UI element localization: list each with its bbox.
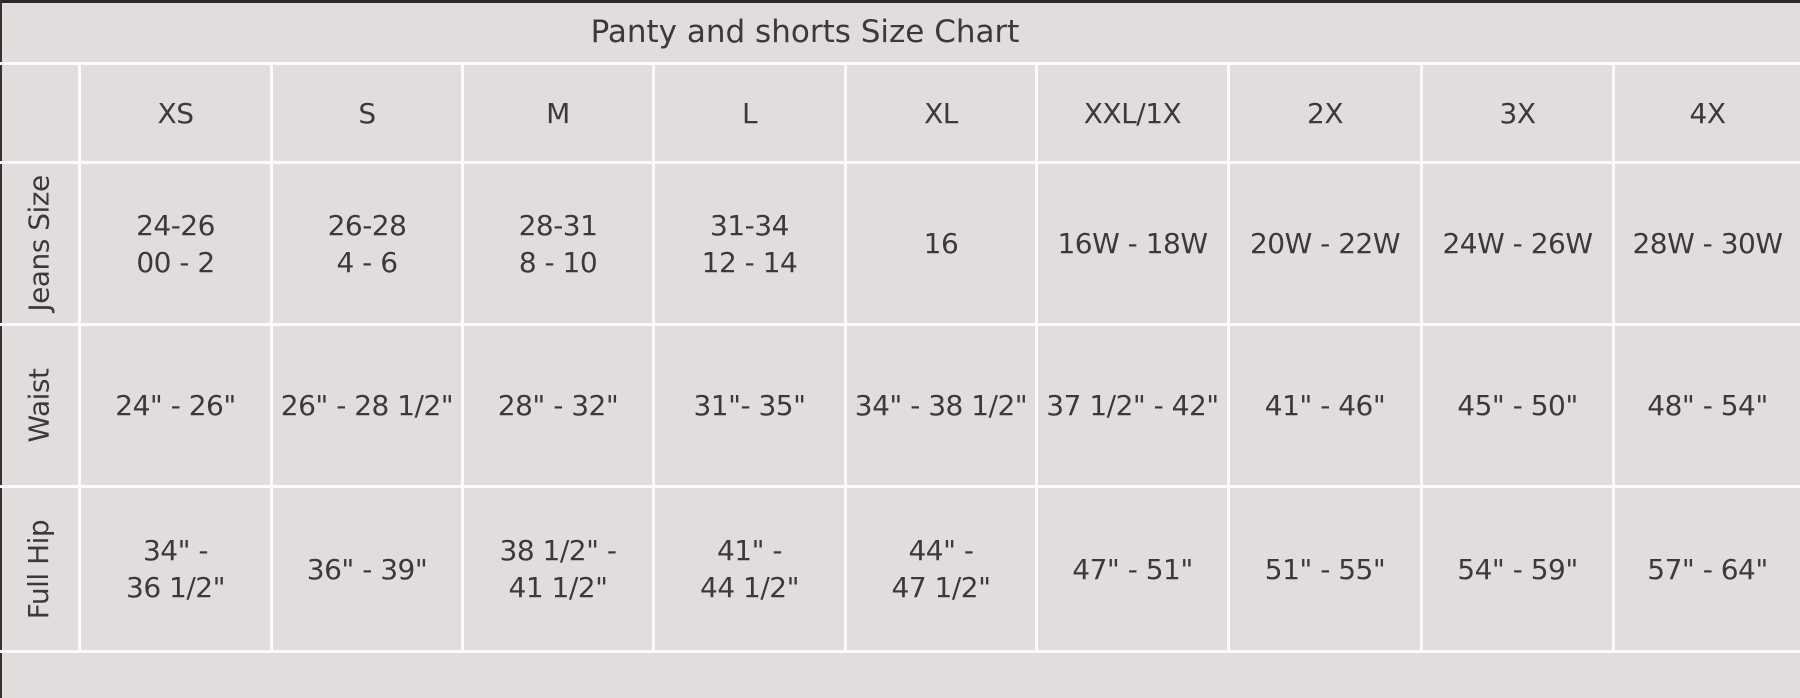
grid-line-horizontal xyxy=(0,485,1800,488)
grid-line-horizontal xyxy=(0,650,1800,653)
table-cell: 28" - 32" xyxy=(497,389,619,422)
table-cell: 34" - 38 1/2" xyxy=(854,389,1028,422)
column-header-l: L xyxy=(741,96,758,130)
grid-line-horizontal xyxy=(0,323,1800,326)
grid-line-vertical xyxy=(1227,62,1230,653)
table-cell: 41" - 44 1/2" xyxy=(700,534,799,604)
column-header-2x: 2X xyxy=(1307,96,1344,130)
grid-line-vertical xyxy=(1035,62,1038,653)
column-header-xxl-1x: XXL/1X xyxy=(1083,96,1182,130)
table-cell: 31"- 35" xyxy=(693,389,806,422)
table-cell: 51" - 55" xyxy=(1264,552,1386,586)
table-cell: 28-31 8 - 10 xyxy=(518,208,598,279)
row-label-text: Jeans Size xyxy=(22,175,56,312)
grid-line-vertical xyxy=(652,62,655,653)
column-header-s: S xyxy=(358,96,376,130)
column-header-3x: 3X xyxy=(1499,96,1537,130)
table-cell: 24" - 26" xyxy=(115,389,236,422)
table-cell: 38 1/2" - 41 1/2" xyxy=(499,534,617,604)
row-label-text: Full Hip xyxy=(22,519,56,619)
table-cell: 48" - 54" xyxy=(1647,389,1768,422)
grid-line-vertical xyxy=(1612,62,1615,653)
row-label-jeans-size: Jeans Size xyxy=(0,164,78,323)
row-label-waist: Waist xyxy=(0,326,78,485)
table-cell: 37 1/2" - 42" xyxy=(1046,389,1219,422)
table-cell: 16W - 18W xyxy=(1057,227,1208,260)
column-header-m: M xyxy=(546,96,570,130)
table-cell: 54" - 59" xyxy=(1457,552,1578,586)
grid-line-vertical xyxy=(270,62,273,653)
column-header-4x: 4X xyxy=(1689,96,1727,130)
column-header-xl: XL xyxy=(924,96,958,130)
table-cell: 31-34 12 - 14 xyxy=(701,208,798,279)
table-cell: 24-26 00 - 2 xyxy=(136,208,215,279)
top-edge-bar xyxy=(0,0,1800,3)
table-cell: 57" - 64" xyxy=(1647,552,1768,586)
table-cell: 20W - 22W xyxy=(1249,227,1401,260)
left-edge-bar xyxy=(0,0,2,698)
row-label-text: Waist xyxy=(22,368,56,443)
table-cell: 44" - 47 1/2" xyxy=(891,534,991,604)
grid-line-horizontal xyxy=(0,62,1800,65)
table-cell: 34" - 36 1/2" xyxy=(126,534,225,604)
table-cell: 41" - 46" xyxy=(1264,389,1386,422)
table-cell: 47" - 51" xyxy=(1072,552,1193,586)
grid-line-horizontal xyxy=(0,161,1800,164)
grid-line-vertical xyxy=(78,62,81,653)
table-cell: 36" - 39" xyxy=(306,552,428,586)
grid-line-vertical xyxy=(844,62,847,653)
table-cell: 26-28 4 - 6 xyxy=(327,208,407,279)
table-cell: 45" - 50" xyxy=(1457,389,1578,422)
grid-line-vertical xyxy=(1420,62,1423,653)
chart-title: Panty and shorts Size Chart xyxy=(590,14,1020,50)
column-header-xs: XS xyxy=(157,96,194,130)
table-cell: 24W - 26W xyxy=(1442,227,1593,260)
row-label-full-hip: Full Hip xyxy=(0,488,78,650)
grid-line-vertical xyxy=(461,62,464,653)
table-cell: 16 xyxy=(923,227,959,260)
table-cell: 26" - 28 1/2" xyxy=(280,389,454,422)
table-cell: 28W - 30W xyxy=(1632,227,1783,260)
